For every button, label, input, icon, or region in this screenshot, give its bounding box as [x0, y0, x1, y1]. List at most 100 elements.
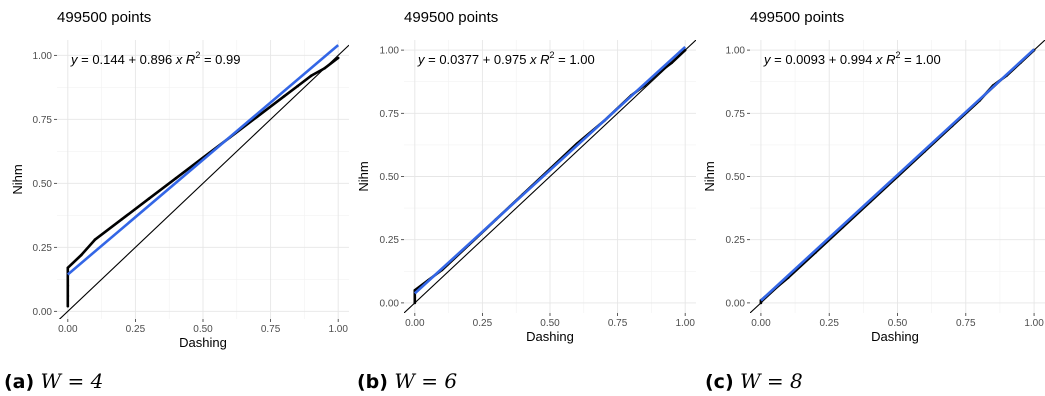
- equation-x: x: [875, 52, 883, 67]
- x-axis-title: Dashing: [179, 335, 227, 350]
- y-tick-label: 0.75: [726, 109, 746, 120]
- x-tick-label: 0.25: [819, 318, 839, 329]
- x-axis-title: Dashing: [871, 329, 919, 344]
- y-tick-label: 0.75: [380, 109, 400, 120]
- y-axis-title: Nihm: [10, 164, 25, 194]
- y-axis-title: Nihm: [702, 161, 717, 191]
- data-point: [413, 301, 417, 305]
- data-point: [683, 48, 687, 52]
- equation-lhs: y: [763, 52, 772, 67]
- y-tick-label: 0.00: [380, 298, 400, 309]
- chart-title: 499500 points: [750, 9, 844, 26]
- data-point: [66, 304, 70, 308]
- y-axis-title: Nihm: [356, 161, 371, 191]
- caption-equation: W = 4: [34, 369, 103, 393]
- x-tick-label: 0.00: [405, 318, 425, 329]
- chart-title: 499500 points: [57, 9, 151, 26]
- data-point: [413, 296, 417, 300]
- y-tick-label: 0.25: [380, 235, 400, 246]
- y-tick-label: 0.00: [33, 307, 53, 318]
- x-tick-label: 0.75: [608, 318, 628, 329]
- chart-title: 499500 points: [404, 9, 498, 26]
- fit-line: [66, 44, 340, 276]
- equation-rhs: = 0.0093 + 0.994: [771, 52, 877, 67]
- r2-superscript: 2: [896, 50, 901, 60]
- equation-x: x: [529, 52, 537, 67]
- caption-equation: W = 6: [388, 369, 457, 393]
- reference-line: [58, 44, 349, 319]
- y-tick-label: 0.50: [380, 172, 400, 183]
- y-tick-label: 1.00: [726, 46, 746, 57]
- y-tick-label: 0.25: [726, 235, 746, 246]
- x-tick-label: 0.50: [888, 318, 908, 329]
- x-tick-label: 0.25: [126, 324, 146, 335]
- chart-panel-1: 499500 points 0.00 0.25 0.50 0.75 1.00 0.00 0.2…: [4, 9, 349, 393]
- y-tick-label: 0.50: [726, 172, 746, 183]
- grid: [750, 40, 1045, 313]
- y-tick-label: 0.50: [33, 179, 53, 190]
- panel-caption: (c) W = 8: [705, 369, 803, 393]
- data-point: [80, 253, 83, 257]
- fit-line: [413, 45, 687, 295]
- x-tick-label: 0.00: [58, 324, 78, 335]
- caption-letter: (c): [705, 371, 734, 393]
- r2-superscript: 2: [550, 50, 555, 60]
- panel-caption: (a) W = 4: [4, 369, 103, 393]
- r2-superscript: 2: [195, 50, 200, 60]
- x-tick-label: 0.75: [261, 324, 281, 335]
- data-points-trace: [66, 56, 339, 307]
- x-tick-label: 0.50: [540, 318, 560, 329]
- equation-x: x: [175, 52, 183, 67]
- x-tick-label: 1.00: [1024, 318, 1044, 329]
- data-point: [296, 84, 299, 88]
- r2-value: = 1.00: [555, 52, 595, 67]
- regression-equation: y = 0.0377 + 0.975 x R2 = 1.00: [417, 50, 595, 67]
- y-tick-label: 0.75: [33, 115, 53, 126]
- y-tick-label: 1.00: [380, 46, 400, 57]
- reference-line: [404, 40, 696, 313]
- data-point: [174, 176, 178, 180]
- r2-value: = 1.00: [901, 52, 941, 67]
- x-tick-label: 1.00: [675, 318, 695, 329]
- x-axis-title: Dashing: [526, 329, 574, 344]
- x-tick-label: 0.00: [751, 318, 771, 329]
- data-point: [282, 95, 286, 98]
- equation-rhs: = 0.144 + 0.896: [78, 52, 176, 67]
- data-point: [670, 61, 673, 65]
- chart-panel-3: 499500 points 0.00 0.25 0.50 0.75 1.00 0.00 0.2…: [702, 9, 1045, 393]
- r2-label: R: [883, 52, 896, 67]
- y-tick-label: 0.25: [33, 243, 53, 254]
- data-point: [120, 217, 124, 221]
- data-point: [93, 238, 97, 241]
- r2-label: R: [182, 52, 195, 67]
- x-tick-label: 0.25: [473, 318, 493, 329]
- data-point: [759, 301, 763, 305]
- data-point: [66, 294, 70, 298]
- x-tick-label: 0.75: [956, 318, 976, 329]
- data-point: [66, 284, 70, 288]
- regression-equation: y = 0.144 + 0.896 x R2 = 0.99: [70, 50, 240, 67]
- fit-line: [760, 48, 1035, 302]
- data-point: [323, 66, 326, 70]
- equation-rhs: = 0.0377 + 0.975: [425, 52, 531, 67]
- r2-value: = 0.99: [200, 52, 240, 67]
- caption-letter: (a): [4, 371, 34, 393]
- data-point: [413, 288, 417, 292]
- equation-lhs: y: [417, 52, 426, 67]
- data-point: [147, 197, 151, 200]
- y-tick-label: 0.00: [726, 298, 746, 309]
- chart-panel-2: 499500 points 0.00 0.25 0.50 0.75 1.00 0.00 0.2…: [356, 9, 696, 393]
- caption-equation: W = 8: [734, 369, 803, 393]
- data-point: [66, 266, 70, 270]
- x-tick-label: 1.00: [328, 324, 348, 335]
- panel-caption: (b) W = 6: [357, 369, 457, 393]
- r2-label: R: [537, 52, 550, 67]
- data-point: [336, 56, 340, 60]
- y-tick-label: 1.00: [33, 51, 53, 62]
- equation-lhs: y: [70, 52, 79, 67]
- data-point: [309, 74, 313, 78]
- x-tick-label: 0.50: [193, 324, 213, 335]
- caption-letter: (b): [357, 371, 388, 393]
- regression-equation: y = 0.0093 + 0.994 x R2 = 1.00: [763, 50, 941, 67]
